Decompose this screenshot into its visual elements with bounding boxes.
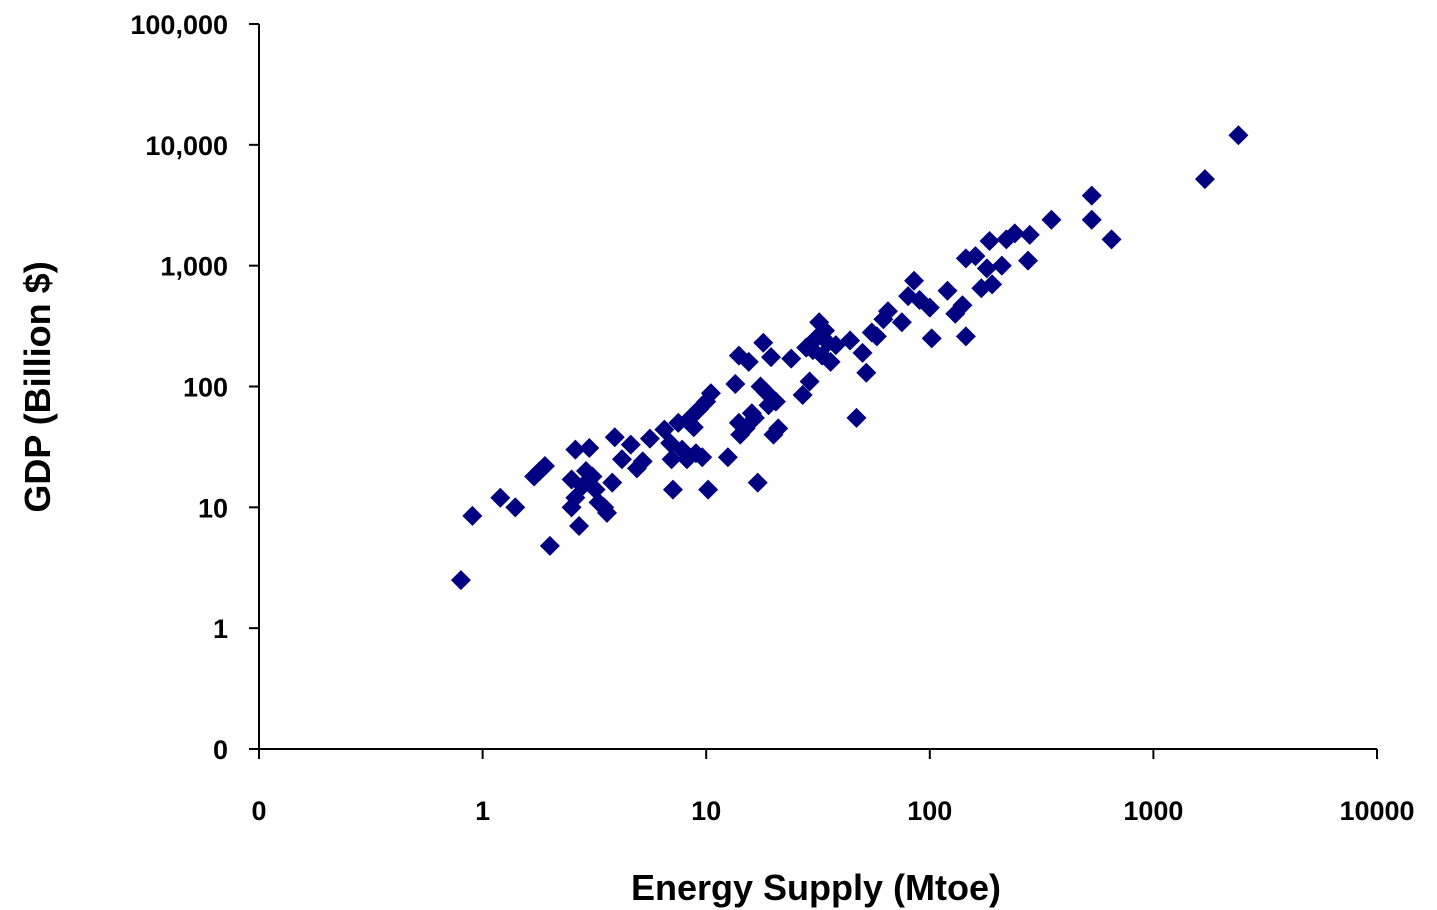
data-point [921, 328, 942, 349]
data-point [820, 351, 841, 372]
data-point [1018, 250, 1039, 271]
data-points [450, 125, 1249, 591]
data-point [569, 516, 590, 537]
data-point [632, 451, 653, 472]
data-point [866, 326, 887, 347]
x-tick-label: 1 [475, 796, 490, 826]
y-ticks: 0 1 10 100 1,000 10,000 100,000 [130, 10, 259, 765]
x-tick-label: 100 [907, 796, 952, 826]
axes [258, 24, 1377, 750]
data-point [565, 439, 586, 460]
x-tick-label: 1000 [1123, 796, 1183, 826]
data-point [604, 427, 625, 448]
y-tick-label: 0 [213, 735, 228, 765]
y-tick-label: 10,000 [145, 131, 228, 161]
data-point [1228, 125, 1249, 146]
data-point [698, 479, 719, 500]
data-point [904, 270, 925, 291]
x-axis-title: Energy Supply (Mtoe) [631, 867, 1001, 908]
y-tick-label: 100,000 [130, 10, 228, 40]
data-point [1081, 185, 1102, 206]
data-point [602, 472, 623, 493]
data-point [1019, 224, 1040, 245]
data-point [792, 385, 813, 406]
data-point [846, 407, 867, 428]
data-point [620, 434, 641, 455]
x-tick-label: 0 [251, 796, 266, 826]
x-tick-label: 10000 [1339, 796, 1414, 826]
data-point [765, 391, 786, 412]
data-point [747, 472, 768, 493]
data-point [700, 383, 721, 404]
data-point [919, 297, 940, 318]
data-point [937, 280, 958, 301]
data-point [725, 373, 746, 394]
data-point [768, 418, 789, 439]
data-point [965, 246, 986, 267]
data-point [582, 466, 603, 487]
data-point [952, 295, 973, 316]
data-point [462, 505, 483, 526]
data-point [1004, 223, 1025, 244]
data-point [596, 502, 617, 523]
data-point [891, 312, 912, 333]
data-point [661, 449, 682, 470]
data-point [976, 258, 997, 279]
data-point [490, 487, 511, 508]
y-tick-label: 1,000 [160, 252, 228, 282]
data-point [1081, 209, 1102, 230]
data-point [738, 351, 759, 372]
data-point [955, 326, 976, 347]
x-tick-label: 10 [691, 796, 721, 826]
data-point [799, 371, 820, 392]
data-point [877, 301, 898, 322]
data-point [1101, 229, 1122, 250]
data-point [1194, 169, 1215, 190]
data-point [692, 447, 713, 468]
data-point [979, 231, 1000, 252]
data-point [662, 479, 683, 500]
data-point [991, 255, 1012, 276]
data-point [781, 348, 802, 369]
data-point [505, 497, 526, 518]
data-point [450, 570, 471, 591]
data-point [982, 274, 1003, 295]
data-point [761, 347, 782, 368]
data-point [856, 362, 877, 383]
y-tick-label: 1 [213, 614, 228, 644]
data-point [840, 330, 861, 351]
data-point [717, 447, 738, 468]
data-point [579, 437, 600, 458]
data-point [852, 342, 873, 363]
data-point [611, 449, 632, 470]
data-point [744, 407, 765, 428]
data-point [753, 332, 774, 353]
x-ticks: 0 1 10 100 1000 10000 [251, 749, 1415, 826]
data-point [683, 417, 704, 438]
y-tick-label: 100 [183, 373, 228, 403]
data-point [539, 535, 560, 556]
y-tick-label: 10 [198, 493, 228, 523]
data-point [534, 455, 555, 476]
data-point [639, 428, 660, 449]
data-point [1041, 209, 1062, 230]
y-axis-title: GDP (Billion $) [17, 261, 58, 512]
